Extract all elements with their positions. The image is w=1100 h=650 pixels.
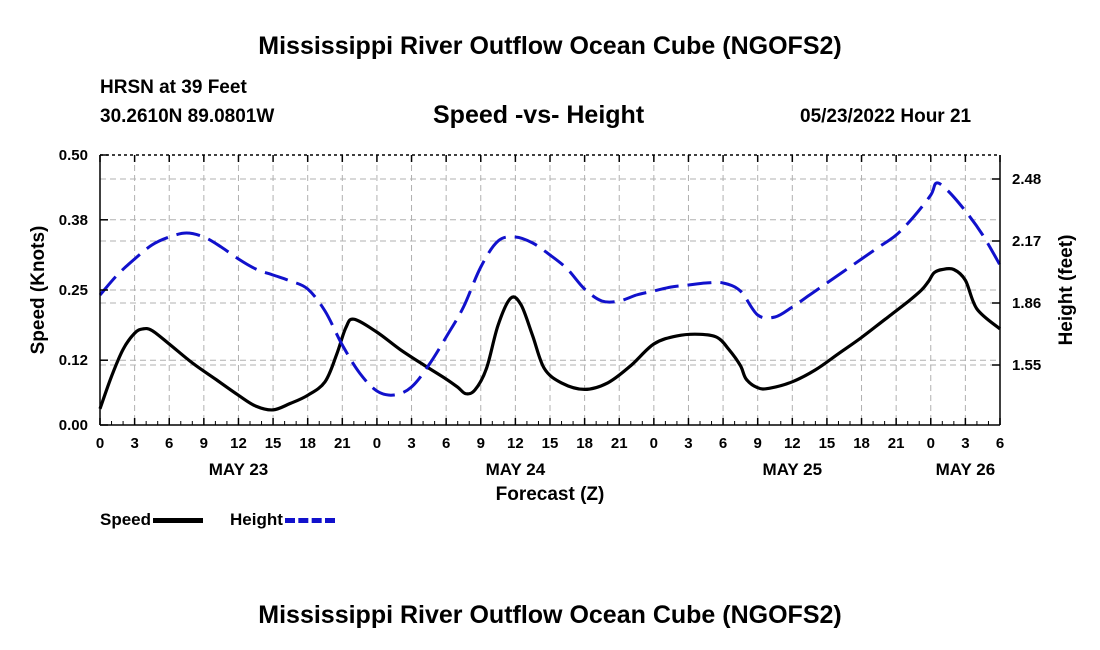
x-tick-label: 9 <box>754 435 762 452</box>
chart-title: Speed -vs- Height <box>433 101 645 129</box>
series-speed-line <box>98 266 1002 412</box>
legend-height-swatch <box>284 517 335 523</box>
y2-axis-title: Height (feet) <box>1056 235 1077 346</box>
x-tick-label: 3 <box>961 435 969 452</box>
datetime-label: 05/23/2022 Hour 21 <box>800 106 972 127</box>
x-day-label: MAY 23 <box>209 460 269 479</box>
y-tick-label: 0.00 <box>59 417 88 434</box>
chart-labels: 0 3 6 9 12 15 18 21 0 3 6 9 12 15 18 21 0 3 6 9 12 15 18 21 0 3 6M… <box>28 147 1077 505</box>
x-tick-label: 3 <box>684 435 692 452</box>
x-tick-label: 12 <box>230 435 247 452</box>
y-tick-label: 0.38 <box>59 212 88 229</box>
x-tick-label: 9 <box>200 435 208 452</box>
x-tick-label: 0 <box>373 435 381 452</box>
chart-grid <box>100 155 1000 425</box>
series-height-line <box>98 181 1002 397</box>
footer-title: Mississippi River Outflow Ocean Cube (NG… <box>258 601 842 629</box>
x-day-label: MAY 25 <box>763 460 823 479</box>
y2-tick-label: 2.17 <box>1012 233 1041 250</box>
speed-height-chart: 0 3 6 9 12 15 18 21 0 3 6 9 12 15 18 21 0 3 6 9 12 15 18 21 0 3 6M… <box>28 147 1077 505</box>
y2-tick-label: 1.55 <box>1012 357 1041 374</box>
x-axis-title: Forecast (Z) <box>496 484 605 505</box>
coordinates-label: 30.2610N 89.0801W <box>100 106 275 127</box>
legend-height: Height <box>230 510 335 530</box>
station-label: HRSN at 39 Feet <box>100 77 247 98</box>
legend-height-label: Height <box>230 510 283 529</box>
x-tick-label: 15 <box>265 435 282 452</box>
x-tick-label: 6 <box>165 435 173 452</box>
x-tick-label: 21 <box>888 435 905 452</box>
x-tick-label: 6 <box>719 435 727 452</box>
y-tick-label: 0.12 <box>59 352 88 369</box>
x-day-label: MAY 26 <box>936 460 996 479</box>
x-tick-label: 3 <box>407 435 415 452</box>
x-tick-label: 21 <box>334 435 351 452</box>
x-tick-label: 15 <box>819 435 836 452</box>
x-tick-label: 0 <box>650 435 658 452</box>
x-tick-label: 6 <box>442 435 450 452</box>
page-title: Mississippi River Outflow Ocean Cube (NG… <box>258 32 842 60</box>
x-tick-label: 15 <box>542 435 559 452</box>
y-tick-label: 0.25 <box>59 282 88 299</box>
x-tick-label: 6 <box>996 435 1004 452</box>
x-tick-label: 18 <box>576 435 593 452</box>
y-tick-label: 0.50 <box>59 147 88 164</box>
x-tick-label: 21 <box>611 435 628 452</box>
x-tick-label: 3 <box>130 435 138 452</box>
x-day-label: MAY 24 <box>486 460 546 479</box>
x-tick-label: 0 <box>927 435 935 452</box>
y2-tick-label: 1.86 <box>1012 295 1041 312</box>
x-tick-label: 18 <box>853 435 870 452</box>
chart-series <box>98 181 1002 412</box>
x-tick-label: 18 <box>299 435 316 452</box>
legend-speed-swatch <box>153 517 204 523</box>
x-tick-label: 12 <box>784 435 801 452</box>
chart-axes <box>99 154 1001 426</box>
legend-speed: Speed <box>100 510 204 530</box>
y-axis-title: Speed (Knots) <box>28 226 49 355</box>
x-tick-label: 9 <box>477 435 485 452</box>
y2-tick-label: 2.48 <box>1012 171 1041 188</box>
x-tick-label: 0 <box>96 435 104 452</box>
legend-speed-label: Speed <box>100 510 152 529</box>
x-tick-label: 12 <box>507 435 524 452</box>
